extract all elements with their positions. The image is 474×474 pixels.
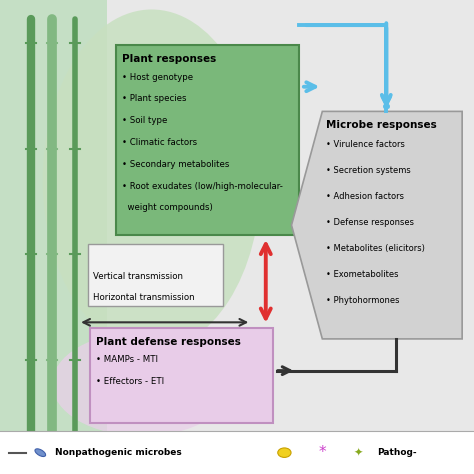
Text: Plant responses: Plant responses [122,54,216,64]
Text: • Climatic factors: • Climatic factors [122,138,197,147]
Ellipse shape [35,449,46,456]
Text: Horizontal transmission: Horizontal transmission [93,293,195,302]
Text: • Host genotype: • Host genotype [122,73,193,82]
Text: • Phytohormones: • Phytohormones [326,296,400,305]
Text: • Virulence factors: • Virulence factors [326,140,405,149]
FancyBboxPatch shape [88,244,223,306]
Text: weight compounds): weight compounds) [122,203,212,212]
Text: • Metabolites (elicitors): • Metabolites (elicitors) [326,244,425,253]
Ellipse shape [278,448,291,457]
Ellipse shape [52,332,232,436]
Text: • Root exudates (low/high-molecular-: • Root exudates (low/high-molecular- [122,182,283,191]
Text: Microbe responses: Microbe responses [326,120,437,130]
Bar [0,431,474,474]
Text: *: * [319,445,326,460]
FancyBboxPatch shape [116,45,299,235]
Text: Nonpathogenic microbes: Nonpathogenic microbes [55,448,181,457]
FancyBboxPatch shape [90,328,273,423]
Text: • Exometabolites: • Exometabolites [326,270,399,279]
Text: ✦: ✦ [353,447,363,458]
Text: • Secretion systems: • Secretion systems [326,166,411,175]
Bar [0,0,107,431]
Text: • Soil type: • Soil type [122,116,167,125]
Text: Pathog-: Pathog- [377,448,417,457]
Ellipse shape [43,9,261,351]
Text: Plant defense responses: Plant defense responses [96,337,241,346]
Polygon shape [292,111,462,339]
Text: • Effectors - ETI: • Effectors - ETI [96,377,164,386]
Text: • Secondary metabolites: • Secondary metabolites [122,160,229,169]
Text: • Plant species: • Plant species [122,94,186,103]
Text: Vertical transmission: Vertical transmission [93,272,183,281]
Text: • MAMPs - MTI: • MAMPs - MTI [96,356,158,365]
Text: • Adhesion factors: • Adhesion factors [326,192,404,201]
Text: • Defense responses: • Defense responses [326,218,414,227]
